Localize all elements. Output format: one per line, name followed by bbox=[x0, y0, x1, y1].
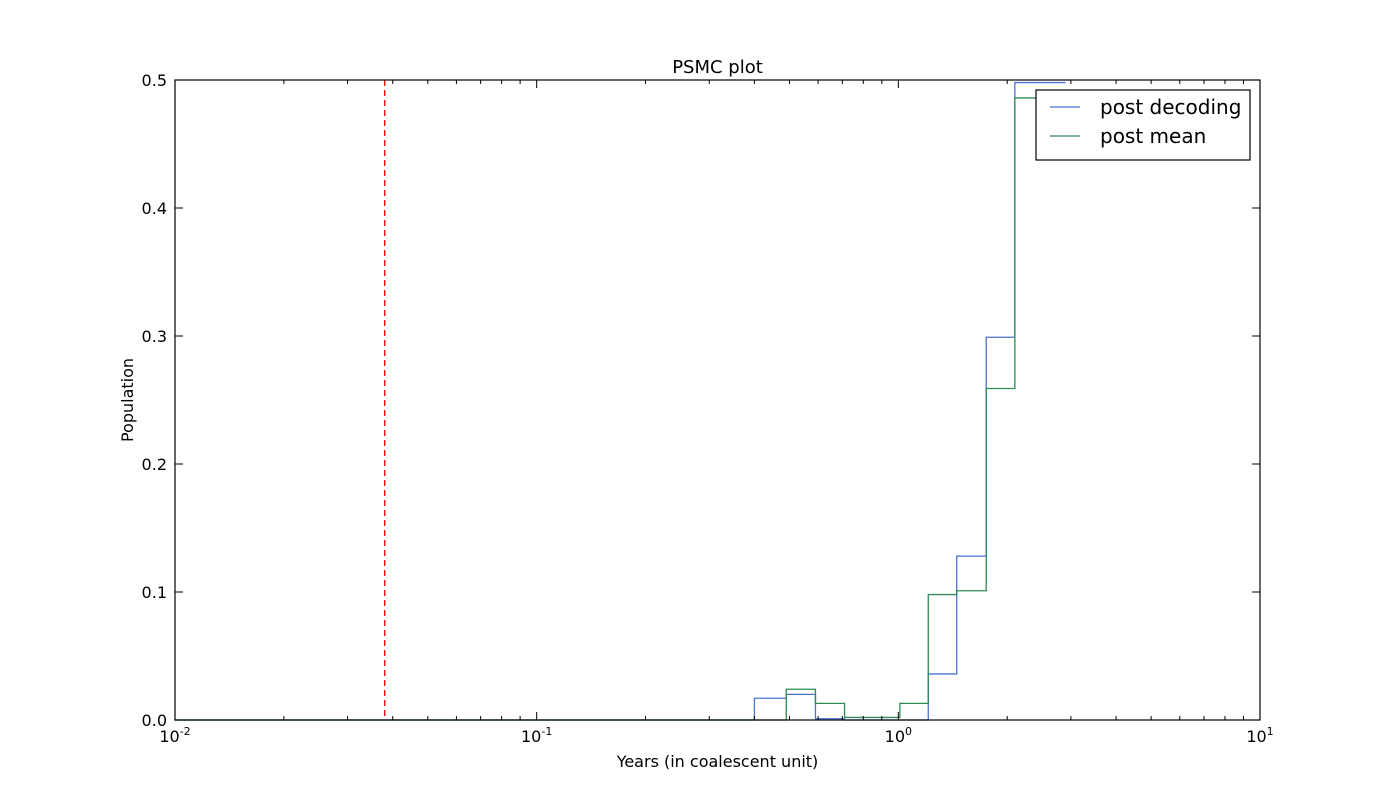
y-axis-label: Population bbox=[118, 358, 137, 442]
y-tick-label: 0.0 bbox=[142, 711, 167, 730]
x-tick-label: 101 bbox=[1246, 725, 1273, 746]
x-tick-label: 10-1 bbox=[521, 725, 552, 746]
series-line-post-mean bbox=[175, 97, 1040, 721]
legend-label: post decoding bbox=[1100, 95, 1241, 119]
y-tick-label: 0.1 bbox=[142, 583, 167, 602]
x-tick-exponent: 0 bbox=[905, 725, 912, 738]
y-tick-label: 0.3 bbox=[142, 327, 167, 346]
x-tick-label: 10-2 bbox=[159, 725, 190, 746]
x-tick-exponent: -2 bbox=[180, 725, 191, 738]
series-line-post-decoding bbox=[175, 81, 1066, 721]
y-tick-label: 0.2 bbox=[142, 455, 167, 474]
y-axis-ticks: 0.0 0.1 0.2 0.3 0.4 0.5 bbox=[142, 71, 1260, 730]
chart-title: PSMC plot bbox=[672, 57, 763, 78]
x-tick-label: 100 bbox=[885, 725, 912, 746]
plot-area bbox=[175, 80, 1066, 721]
x-axis-ticks: 10-2 10-1 100 101 bbox=[159, 80, 1274, 746]
y-tick-label: 0.5 bbox=[142, 71, 167, 90]
x-tick-exponent: 1 bbox=[1267, 725, 1274, 738]
legend-label: post mean bbox=[1100, 124, 1206, 148]
x-tick-base: 10 bbox=[159, 727, 179, 746]
x-tick-base: 10 bbox=[521, 727, 541, 746]
y-tick-label: 0.4 bbox=[142, 199, 167, 218]
x-axis-label: Years (in coalescent unit) bbox=[616, 752, 819, 771]
x-tick-exponent: -1 bbox=[541, 725, 552, 738]
x-tick-base: 10 bbox=[885, 727, 905, 746]
x-tick-base: 10 bbox=[1246, 727, 1266, 746]
legend-box bbox=[1035, 89, 1251, 161]
plot-frame bbox=[174, 79, 1261, 721]
legend: post decoding post mean bbox=[1035, 89, 1251, 161]
